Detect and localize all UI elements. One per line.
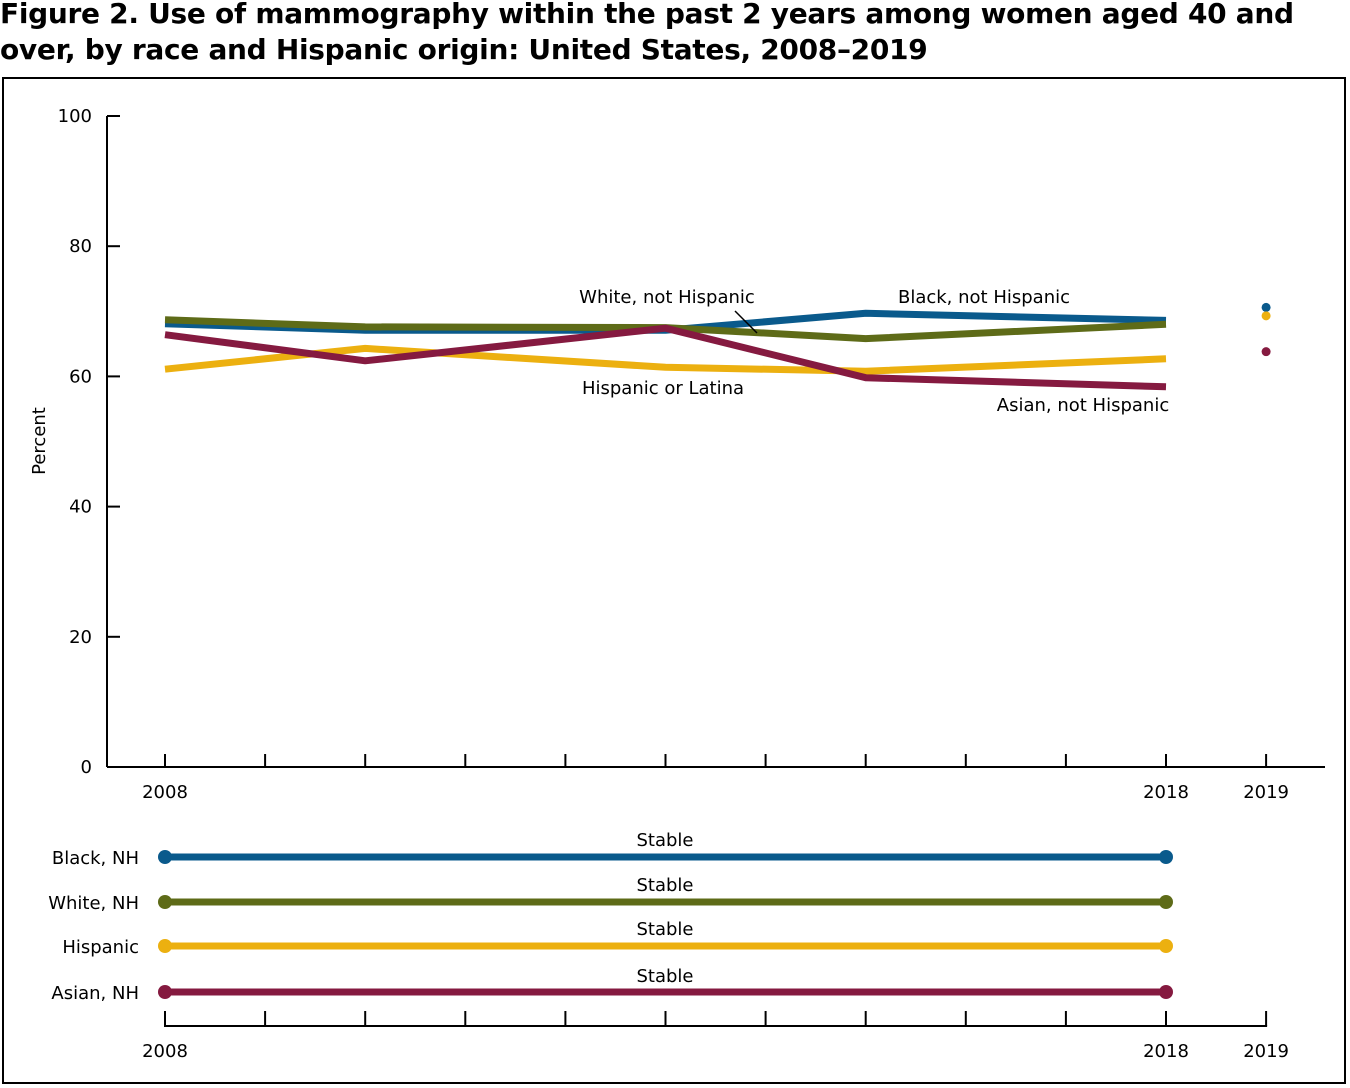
trend-end-dot-asian_nh bbox=[1159, 985, 1173, 999]
trend-x-tick-label: 2019 bbox=[1243, 1041, 1289, 1062]
trend-label-asian_nh: Stable bbox=[636, 966, 693, 987]
figure-frame bbox=[2, 77, 1346, 1084]
trend-start-dot-black_nh bbox=[158, 850, 172, 864]
trend-start-dot-asian_nh bbox=[158, 985, 172, 999]
point-2019-black_nh bbox=[1261, 302, 1271, 312]
trend-end-dot-black_nh bbox=[1159, 850, 1173, 864]
trend-end-dot-hispanic bbox=[1159, 939, 1173, 953]
annotation-leader-white_nh bbox=[734, 310, 758, 334]
x-tick-label: 2008 bbox=[142, 782, 188, 803]
trend-row-label-hispanic: Hispanic bbox=[62, 937, 139, 958]
trend-label-white_nh: Stable bbox=[636, 875, 693, 896]
trend-row-label-white_nh: White, NH bbox=[48, 893, 139, 914]
trend-row-label-asian_nh: Asian, NH bbox=[51, 983, 139, 1004]
trend-start-dot-white_nh bbox=[158, 895, 172, 909]
trend-start-dot-hispanic bbox=[158, 939, 172, 953]
trend-label-black_nh: Stable bbox=[636, 830, 693, 851]
annotation-white_nh: White, not Hispanic bbox=[579, 287, 755, 308]
trend-row-label-black_nh: Black, NH bbox=[52, 848, 139, 869]
y-tick-label: 60 bbox=[69, 366, 92, 387]
trend-end-dot-white_nh bbox=[1159, 895, 1173, 909]
trend-x-tick-label: 2008 bbox=[142, 1041, 188, 1062]
y-tick-label: 0 bbox=[81, 757, 92, 778]
point-2019-hispanic bbox=[1261, 311, 1271, 321]
y-tick-label: 20 bbox=[69, 627, 92, 648]
y-axis-label: Percent bbox=[29, 407, 50, 475]
figure-title: Figure 2. Use of mammography within the … bbox=[0, 0, 1294, 66]
trend-label-hispanic: Stable bbox=[636, 919, 693, 940]
x-tick-label: 2018 bbox=[1143, 782, 1189, 803]
annotation-black_nh: Black, not Hispanic bbox=[898, 287, 1070, 308]
y-tick-label: 100 bbox=[58, 106, 92, 127]
annotation-hispanic: Hispanic or Latina bbox=[582, 378, 744, 399]
point-2019-asian_nh bbox=[1261, 347, 1271, 357]
annotation-asian_nh: Asian, not Hispanic bbox=[997, 395, 1169, 416]
series-line-asian_nh bbox=[164, 324, 1167, 391]
x-tick-label: 2019 bbox=[1243, 782, 1289, 803]
trend-x-tick-label: 2018 bbox=[1143, 1041, 1189, 1062]
y-tick-label: 40 bbox=[69, 497, 92, 518]
y-tick-label: 80 bbox=[69, 236, 92, 257]
